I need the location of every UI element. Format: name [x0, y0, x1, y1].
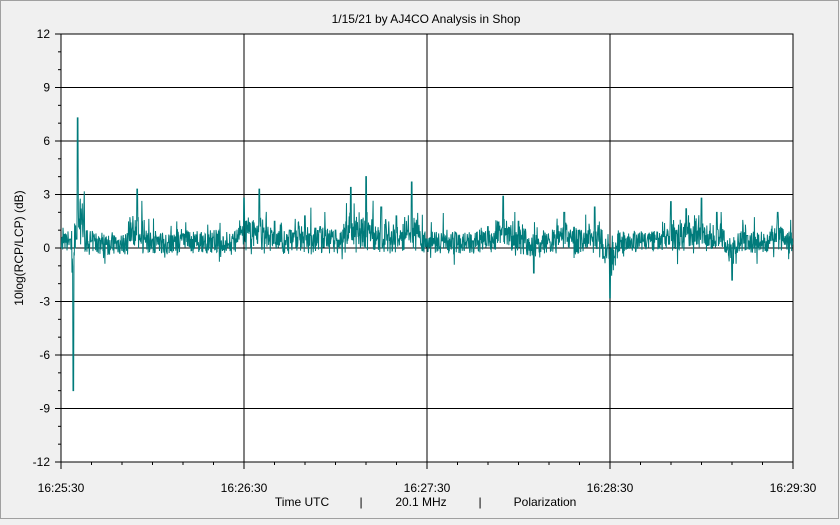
x-axis-separator: |: [359, 495, 362, 509]
x-tick-label: 16:26:30: [221, 481, 268, 495]
x-axis-separator: |: [478, 495, 481, 509]
chart-title: 1/15/21 by AJ4CO Analysis in Shop: [332, 12, 521, 26]
x-tick-label: 16:28:30: [587, 481, 634, 495]
x-axis-label-time: Time UTC: [275, 495, 330, 509]
x-tick-label: 16:25:30: [38, 481, 85, 495]
y-tick-label: 9: [43, 81, 50, 95]
y-tick-labels: 12 9 6 3 0 -3 -6 -9 -12: [33, 27, 51, 469]
x-tick-label: 16:27:30: [404, 481, 451, 495]
series-layer: [60, 117, 794, 392]
y-tick-label: -9: [39, 402, 50, 416]
y-tick-label: -3: [39, 295, 50, 309]
tick-marks: [55, 33, 794, 469]
y-axis-label: 10log(RCP/LCP) (dB): [12, 190, 26, 305]
x-tick-labels: 16:25:30 16:26:30 16:27:30 16:28:30 16:29:30: [38, 481, 817, 495]
x-axis-label-frequency: 20.1 MHz: [395, 495, 446, 509]
y-tick-label: 6: [43, 134, 50, 148]
x-axis-label-mode: Polarization: [514, 495, 577, 509]
y-tick-label: 0: [43, 241, 50, 255]
y-tick-label: 3: [43, 188, 50, 202]
y-tick-label: -12: [33, 455, 51, 469]
y-tick-label: -6: [39, 348, 50, 362]
grid-lines: [61, 34, 793, 462]
series-line: [60, 117, 794, 392]
y-tick-label: 12: [37, 27, 51, 41]
x-tick-label: 16:29:30: [770, 481, 817, 495]
